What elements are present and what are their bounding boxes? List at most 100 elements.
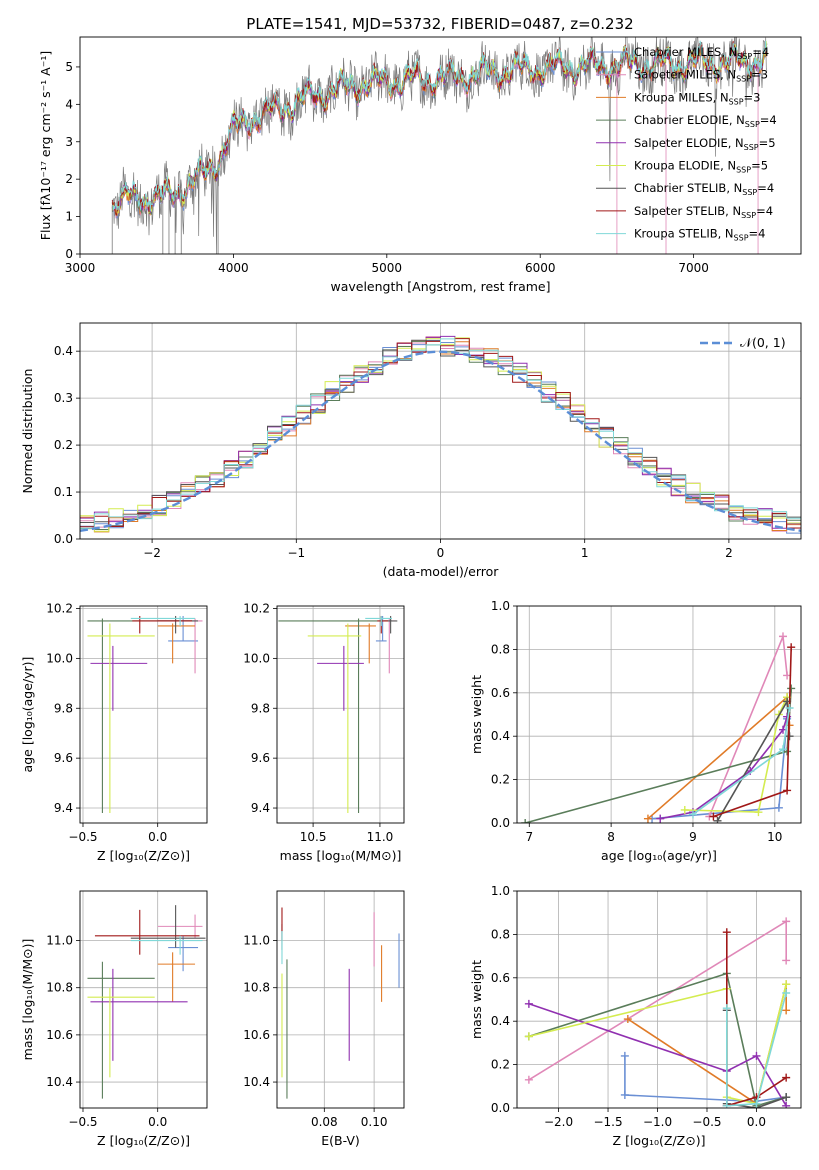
errorbar-salpeter-miles — [382, 618, 396, 674]
y-axis-label: Flux [fλ10⁻¹⁷ erg cm⁻² s⁻¹ A⁻¹] — [38, 51, 53, 240]
x-tick-label: 2 — [725, 546, 733, 560]
errorbar-kroupa-miles — [345, 623, 376, 664]
errorbar-salpeter-miles — [157, 618, 203, 674]
errorbar-chabrier-miles — [168, 935, 199, 972]
plot-area — [277, 891, 404, 1108]
data-marker — [782, 980, 791, 989]
legend-entry: Chabrier MILES, NSSP=4 — [634, 45, 769, 61]
legend: Chabrier MILES, NSSP=4 Salpeter MILES, NS… — [596, 45, 777, 243]
plot-area — [80, 606, 207, 823]
data-marker — [782, 1006, 791, 1015]
series-salpeter-miles — [705, 632, 792, 821]
data-marker — [688, 810, 697, 819]
data-marker — [782, 1101, 791, 1108]
y-tick-label: 10.6 — [46, 1028, 73, 1042]
axes-frame — [516, 890, 802, 1109]
errorbar-kroupa-miles — [157, 952, 196, 1002]
data-marker — [722, 928, 731, 937]
y-tick-label: 0.4 — [54, 344, 73, 358]
y-tick-label: 9.8 — [251, 701, 270, 715]
x-tick-label: 0.10 — [361, 1115, 388, 1129]
data-marker — [620, 1090, 629, 1099]
x-tick-label: −0.5 — [68, 830, 97, 844]
x-axis-label: Z [log₁₀(Z/Z⊙)] — [97, 848, 190, 863]
errorbar-salpeter-stelib — [94, 909, 200, 955]
legend-entry: 𝒩(0, 1) — [740, 335, 786, 350]
data-marker — [782, 956, 791, 965]
y-tick-label: 2 — [65, 172, 73, 186]
plot-area — [111, 37, 768, 254]
y-tick-label: 10.8 — [46, 981, 73, 995]
histogram-chabrier-stelib — [80, 339, 801, 527]
y-tick-label: 0.4 — [491, 1014, 510, 1028]
x-axis-label: mass [log₁₀(M/M⊙)] — [280, 848, 402, 863]
x-tick-label: −1 — [287, 546, 305, 560]
data-marker — [787, 643, 796, 652]
data-marker — [524, 999, 533, 1008]
panel-age_vs_mass: 10.5 11.0 9.4 9.6 9.8 10.0 10.2 mass [log₁₀(M/M… — [243, 601, 405, 863]
y-tick-label: 0.1 — [54, 485, 73, 499]
x-tick-label: 8 — [607, 830, 615, 844]
x-tick-label: 7000 — [678, 261, 709, 275]
x-tick-label: 7 — [525, 830, 533, 844]
figure-title: PLATE=1541, MJD=53732, FIBERID=0487, z=0… — [246, 15, 633, 33]
data-marker — [778, 632, 787, 641]
data-marker — [785, 703, 794, 712]
axes-frame — [79, 36, 802, 255]
series-salpeter-stelib — [709, 643, 796, 821]
series-chabrier-miles — [620, 1051, 791, 1106]
y-tick-label: 10.0 — [46, 651, 73, 665]
data-marker — [774, 803, 783, 812]
x-tick-label: 4000 — [218, 261, 249, 275]
y-tick-label: 9.6 — [251, 751, 270, 765]
data-marker — [722, 1004, 731, 1013]
y-tick-label: 4 — [65, 97, 73, 111]
y-tick-label: 1.0 — [491, 884, 510, 898]
data-marker — [778, 745, 787, 754]
x-tick-label: 1 — [581, 546, 589, 560]
y-tick-label: 10.8 — [243, 981, 270, 995]
y-tick-label: 0.2 — [54, 438, 73, 452]
axes-frame — [276, 890, 405, 1109]
y-tick-label: 10.6 — [243, 1028, 270, 1042]
x-tick-label: 3000 — [65, 261, 96, 275]
x-tick-label: 5000 — [372, 261, 403, 275]
legend-entry: Kroupa STELIB, NSSP=4 — [634, 227, 765, 243]
data-marker — [754, 808, 763, 817]
legend-entry: Salpeter STELIB, NSSP=4 — [634, 204, 773, 220]
normal-reference-curve — [80, 350, 801, 532]
y-tick-label: 0.0 — [491, 1101, 510, 1115]
y-tick-label: 9.4 — [54, 801, 73, 815]
y-tick-label: 0.6 — [491, 686, 510, 700]
y-axis-label: mass [log₁₀(M/M⊙)] — [20, 939, 35, 1061]
data-marker — [524, 1032, 533, 1041]
data-marker — [782, 917, 791, 926]
data-marker — [620, 1051, 629, 1060]
x-tick-label: 10 — [767, 830, 782, 844]
errorbar-salpeter-miles — [157, 914, 203, 939]
data-marker — [680, 805, 689, 814]
data-marker — [722, 1101, 731, 1108]
x-tick-label: 0.0 — [148, 1115, 167, 1129]
errorbar-kroupa-elodie — [307, 623, 362, 814]
errorbar-salpeter-elodie — [90, 645, 148, 711]
legend-entry: Salpeter MILES, NSSP=3 — [634, 68, 768, 84]
x-tick-label: −0.5 — [68, 1115, 97, 1129]
x-tick-label: −2 — [143, 546, 161, 560]
axes-frame — [79, 322, 802, 540]
x-axis-label: Z [log₁₀(Z/Z⊙)] — [613, 1133, 706, 1148]
y-tick-label: 5 — [65, 60, 73, 74]
y-tick-label: 10.0 — [243, 651, 270, 665]
x-tick-label: 9 — [689, 830, 697, 844]
y-tick-label: 3 — [65, 135, 73, 149]
y-tick-label: 0.3 — [54, 391, 73, 405]
errorbar-chabrier-elodie — [278, 618, 392, 814]
x-tick-label: −1.5 — [593, 1115, 622, 1129]
spectrum-line-kroupa-elodie — [111, 41, 768, 215]
x-tick-label: −0.5 — [692, 1115, 721, 1129]
data-marker — [713, 816, 722, 823]
y-tick-label: 10.2 — [46, 601, 73, 615]
data-marker — [782, 988, 791, 997]
panel-weight_vs_Z: −2.0 −1.5 −1.0 −0.5 0.0 0.0 0.2 0.4 0.6 0.8 1.0 Z [… — [469, 884, 802, 1148]
